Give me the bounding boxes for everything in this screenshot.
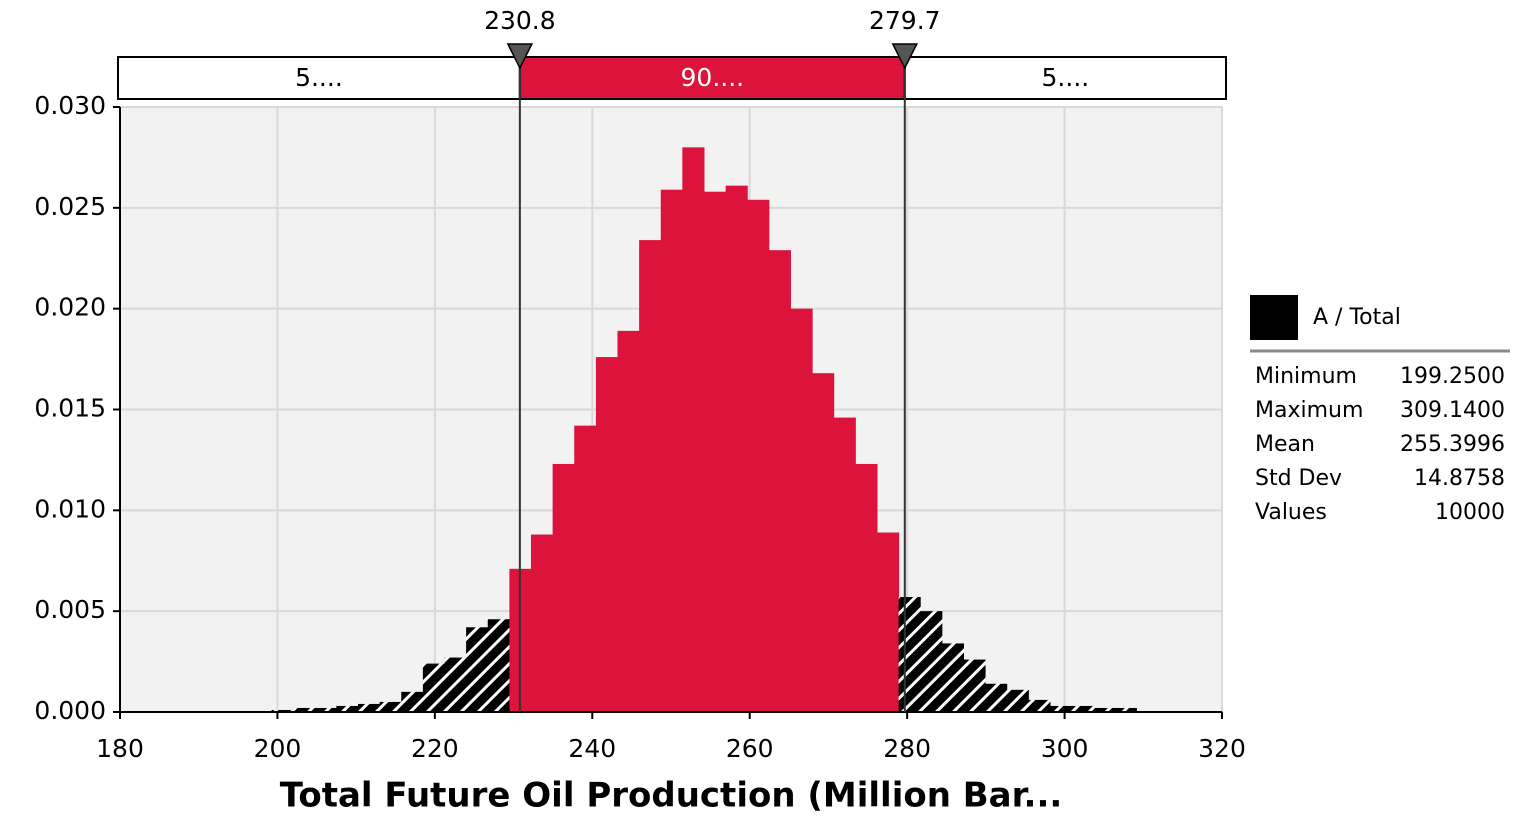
histogram-bar (812, 373, 835, 712)
y-tick-label: 0.020 (34, 293, 106, 322)
histogram-bar (833, 417, 856, 712)
histogram-bar (314, 707, 337, 712)
stat-name: Values (1255, 500, 1327, 525)
region-label: 5.... (295, 63, 343, 92)
histogram-bar (379, 701, 402, 712)
y-tick-label: 0.030 (34, 91, 106, 120)
histogram-bar (747, 199, 770, 712)
histogram-bar (855, 463, 878, 712)
stat-name: Mean (1255, 432, 1315, 457)
region-label: 5.... (1042, 63, 1090, 92)
stat-name: Minimum (1255, 364, 1357, 389)
histogram-bar (1093, 707, 1116, 712)
legend-swatch (1250, 295, 1298, 340)
stat-value: 14.8758 (1414, 466, 1505, 491)
histogram-bar (617, 330, 640, 712)
histogram-bar (530, 534, 554, 712)
histogram-bar (1114, 707, 1138, 712)
histogram-bar (1071, 705, 1094, 712)
histogram-bar (552, 463, 575, 712)
stat-name: Std Dev (1255, 466, 1342, 491)
x-tick-label: 180 (96, 734, 144, 763)
x-tick-label: 320 (1198, 734, 1246, 763)
delimiter-label: 230.8 (484, 6, 556, 35)
stat-value: 10000 (1435, 500, 1505, 525)
histogram-bar (293, 707, 316, 712)
y-tick-label: 0.025 (34, 192, 106, 221)
y-tick-label: 0.000 (34, 696, 106, 725)
histogram-bar (1028, 699, 1051, 712)
histogram-bar (768, 250, 791, 712)
histogram-bar (941, 643, 965, 712)
histogram-bar (487, 619, 510, 712)
stat-value: 255.3996 (1400, 432, 1505, 457)
x-axis-title: Total Future Oil Production (Million Bar… (280, 776, 1063, 816)
stat-name: Maximum (1255, 398, 1363, 423)
delimiter-handle (891, 43, 918, 70)
histogram-bar (574, 425, 597, 712)
stat-value: 309.1400 (1400, 398, 1505, 423)
x-tick-label: 280 (883, 734, 931, 763)
x-tick-label: 300 (1041, 734, 1089, 763)
histogram-bar (876, 532, 900, 712)
region-box (903, 56, 1227, 100)
histogram-bar (682, 147, 705, 713)
histogram-bar (358, 703, 381, 712)
histogram-bar (422, 663, 446, 712)
region-label: 90.... (681, 63, 745, 92)
histogram-bar (466, 627, 489, 712)
x-tick-label: 260 (726, 734, 774, 763)
legend-label: A / Total (1313, 305, 1401, 330)
histogram-bar (660, 189, 683, 712)
y-tick-label: 0.005 (34, 595, 106, 624)
histogram-bar (725, 185, 748, 712)
histogram-bar (401, 691, 424, 712)
histogram-bar (336, 705, 359, 712)
histogram-bar (963, 659, 986, 712)
histogram-bar (595, 357, 618, 712)
histogram-bar (1006, 689, 1029, 712)
histogram-bar (920, 611, 943, 712)
histogram-bar (898, 597, 921, 712)
histogram-bar (639, 240, 662, 712)
histogram-bar (444, 657, 467, 712)
y-tick-label: 0.015 (34, 394, 106, 423)
delimiter-handle (506, 43, 534, 70)
delimiter-label: 279.7 (869, 6, 941, 35)
histogram-bar (985, 683, 1008, 712)
x-tick-label: 220 (411, 734, 459, 763)
stat-value: 199.2500 (1400, 364, 1505, 389)
x-tick-label: 200 (254, 734, 302, 763)
histogram-bar (1050, 705, 1073, 712)
x-tick-label: 240 (568, 734, 616, 763)
region-box (117, 56, 521, 100)
histogram-bar (703, 191, 727, 712)
histogram-bar (790, 308, 813, 712)
y-tick-label: 0.010 (34, 494, 106, 523)
histogram-bar (271, 709, 294, 712)
